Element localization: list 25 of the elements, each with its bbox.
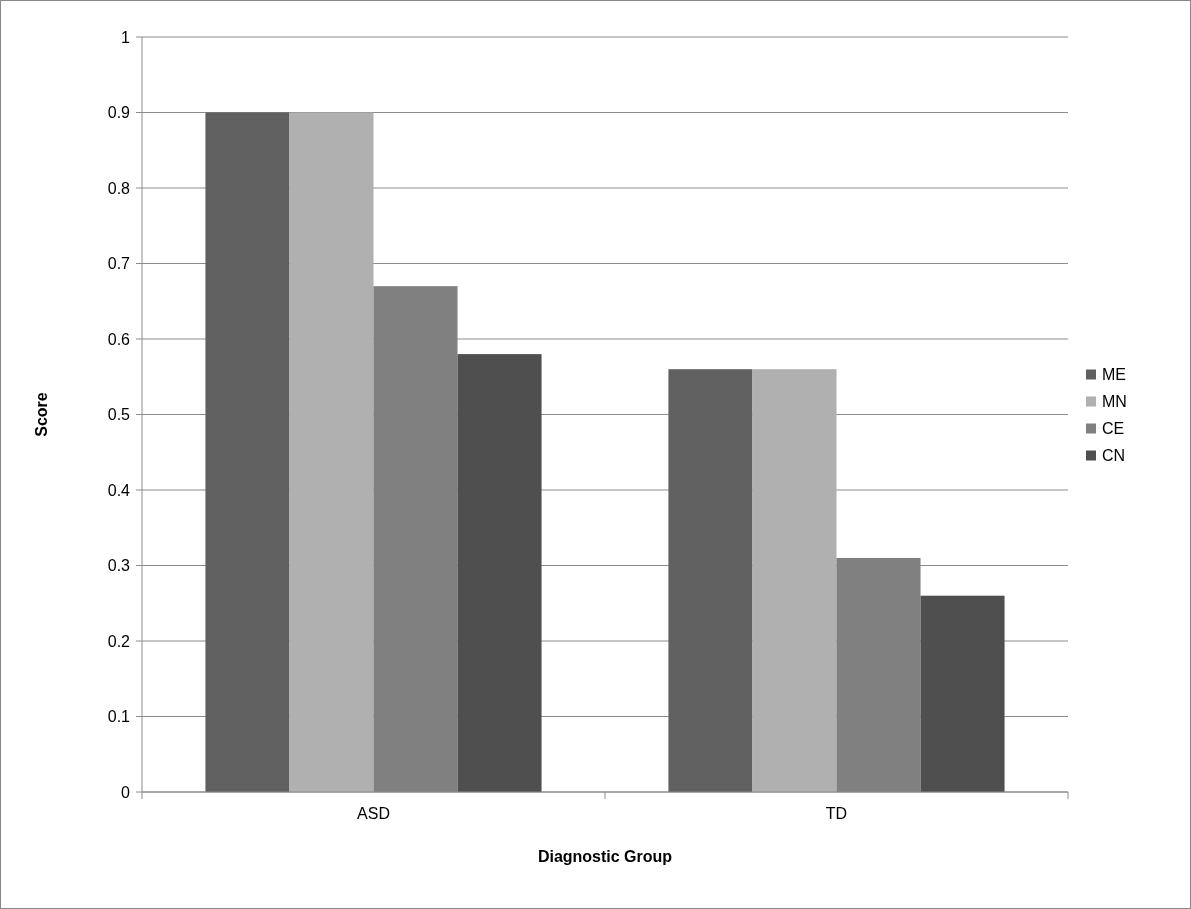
bar: [668, 369, 753, 792]
y-tick-label: 0: [121, 783, 131, 801]
y-tick-label: 1: [121, 28, 131, 46]
x-tick-label: TD: [825, 805, 848, 822]
bar: [457, 354, 542, 792]
y-tick-label: 0.1: [107, 708, 131, 726]
legend-label: CE: [1102, 420, 1125, 438]
y-tick-label: 0.6: [107, 330, 131, 348]
y-tick-label: 0.5: [107, 406, 131, 424]
y-tick-label: 0.8: [107, 179, 131, 197]
legend-label: MN: [1102, 393, 1127, 411]
x-tick-label: ASD: [357, 805, 390, 822]
bar: [920, 595, 1005, 792]
legend-label: ME: [1102, 366, 1126, 384]
y-tick-label: 0.9: [107, 104, 131, 122]
bar: [205, 112, 290, 792]
y-tick-label: 0.7: [107, 255, 131, 273]
y-tick-label: 0.4: [107, 481, 131, 499]
y-tick-label: 0.2: [107, 632, 131, 650]
x-axis-title: Diagnostic Group: [537, 848, 673, 865]
y-tick-label: 0.3: [107, 557, 131, 575]
y-axis-title: Score: [33, 392, 50, 437]
bar: [289, 112, 374, 792]
bar: [752, 369, 837, 792]
legend-label: CN: [1102, 447, 1126, 465]
